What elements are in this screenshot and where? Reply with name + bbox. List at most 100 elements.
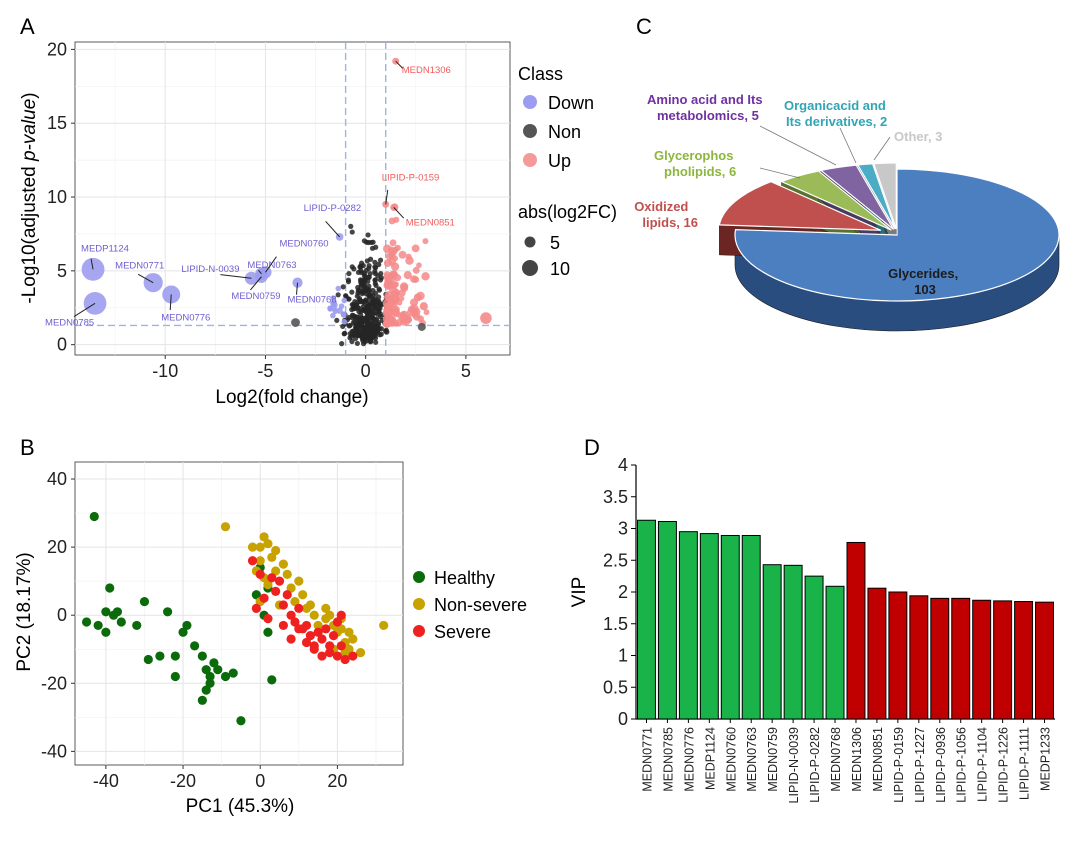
pie-panel: Glycerides, 103 Oxidized lipids, 16 Glyc… <box>634 92 1060 332</box>
pie-chart <box>718 162 1060 332</box>
pca-point-severe <box>301 620 312 631</box>
y-tick-label: 20 <box>47 39 67 59</box>
pca-point-healthy <box>155 651 165 661</box>
label-connector <box>265 256 277 273</box>
pie-slice <box>734 168 1060 302</box>
legend-size-10-swatch <box>522 260 538 276</box>
volcano-point <box>339 341 345 347</box>
vip-category-label: MEDN0771 <box>640 727 654 792</box>
pca-point-non-severe <box>313 620 323 631</box>
volcano-point-up <box>385 295 392 302</box>
volcano-point <box>372 331 378 337</box>
pca-point-severe <box>305 631 315 641</box>
volcano-point <box>419 302 428 311</box>
legend-non-severe-swatch <box>413 598 425 610</box>
point-label: MEDN0768 <box>288 295 337 306</box>
legend-severe-swatch <box>413 625 425 637</box>
vip-category-label: MEDP1124 <box>703 727 717 790</box>
y-tick-label: 1 <box>618 646 628 666</box>
volcano-point-up <box>400 283 409 292</box>
volcano-point-up <box>403 271 412 280</box>
vip-category-label: MEDN0768 <box>829 727 843 792</box>
volcano-point <box>348 223 354 229</box>
leader-line-amino <box>759 125 837 166</box>
pca-point-healthy <box>89 511 99 522</box>
volcano-point <box>372 290 379 296</box>
legend-down-label: Down <box>548 93 594 113</box>
volcano-point <box>334 317 340 323</box>
pie-label-glycerophos-line-1: Glycerophos <box>654 148 733 163</box>
point-label: MEDN0785 <box>45 317 94 328</box>
pca-point-healthy <box>139 596 150 607</box>
volcano-point-up <box>396 299 403 306</box>
vip-bar <box>699 533 719 720</box>
pca-point-non-severe <box>247 542 258 552</box>
point-label: MEDN0771 <box>115 261 164 272</box>
volcano-ticks: -10 -5 0 5 0 5 10 15 20 <box>47 39 471 381</box>
pca-point-healthy <box>143 654 153 665</box>
pca-point-healthy <box>170 671 180 682</box>
pca-point-healthy <box>93 620 103 631</box>
volcano-point-up <box>422 238 429 245</box>
volcano-point-up <box>391 308 401 318</box>
volcano-x-axis-title: Log2(fold change) <box>215 387 368 408</box>
x-tick-label: -40 <box>93 771 119 791</box>
volcano-point <box>340 284 346 290</box>
point-label: MEDP1124 <box>81 243 129 254</box>
pca-point-severe <box>278 620 288 631</box>
pca-legend: Healthy Non-severe Severe <box>413 568 527 642</box>
volcano-grid <box>75 42 510 355</box>
volcano-point <box>349 306 355 313</box>
volcano-point <box>355 305 362 311</box>
pca-point-non-severe <box>336 624 346 634</box>
y-tick-label: 3 <box>618 519 628 539</box>
vip-bar <box>657 521 677 720</box>
vip-bar <box>762 564 782 720</box>
vip-bar <box>804 575 824 720</box>
pie-label-oxidized: Oxidized lipids, 16 <box>634 199 698 230</box>
pca-point-healthy <box>236 716 246 726</box>
vip-category-label: MEDN1306 <box>850 727 864 792</box>
volcano-point <box>365 274 372 280</box>
pca-point-severe <box>336 610 346 620</box>
pca-point-severe <box>348 651 358 661</box>
point-label: MEDN0851 <box>406 217 455 228</box>
volcano-y-axis-title-end: ) <box>19 92 40 98</box>
panel-label-c: C <box>636 14 652 39</box>
vip-category-label: MEDN0763 <box>745 727 759 792</box>
volcano-point <box>349 289 355 295</box>
pca-point-severe <box>263 614 273 624</box>
volcano-point-up <box>383 319 392 328</box>
label-connector <box>296 282 299 295</box>
legend-down-swatch <box>523 95 537 109</box>
pca-points <box>81 511 389 726</box>
volcano-point <box>372 264 378 270</box>
volcano-point <box>373 316 380 323</box>
legend-non-label: Non <box>548 122 581 142</box>
pca-point-non-severe <box>271 545 281 556</box>
volcano-point-down <box>331 299 337 306</box>
volcano-point-up <box>383 308 392 317</box>
volcano-point-up <box>416 262 422 269</box>
pie-label-organicacid: Organicacid and Its derivatives, 2 <box>784 98 890 129</box>
vip-category-label: LIPID-P-1226 <box>997 727 1011 803</box>
volcano-point <box>371 300 377 307</box>
pie-label-amino: Amino acid and Its metabolomics, 5 <box>647 92 766 123</box>
volcano-point <box>365 278 371 284</box>
point-label: MEDN0776 <box>161 312 210 323</box>
volcano-point <box>354 340 360 347</box>
volcano-point <box>353 321 359 328</box>
pca-point-healthy <box>81 617 92 627</box>
pca-point-non-severe <box>271 566 281 576</box>
volcano-point-up <box>389 239 397 247</box>
volcano-point <box>336 307 343 314</box>
volcano-point <box>372 259 378 265</box>
pca-point-healthy <box>213 665 223 675</box>
pca-point-non-severe <box>344 627 354 637</box>
volcano-plot-area <box>74 41 511 356</box>
pca-point-severe <box>317 634 327 644</box>
point-label: LIPID-N-0039 <box>181 264 239 275</box>
labeled-point <box>244 271 258 285</box>
pca-point-non-severe <box>309 610 319 620</box>
pca-point-non-severe <box>290 596 300 607</box>
